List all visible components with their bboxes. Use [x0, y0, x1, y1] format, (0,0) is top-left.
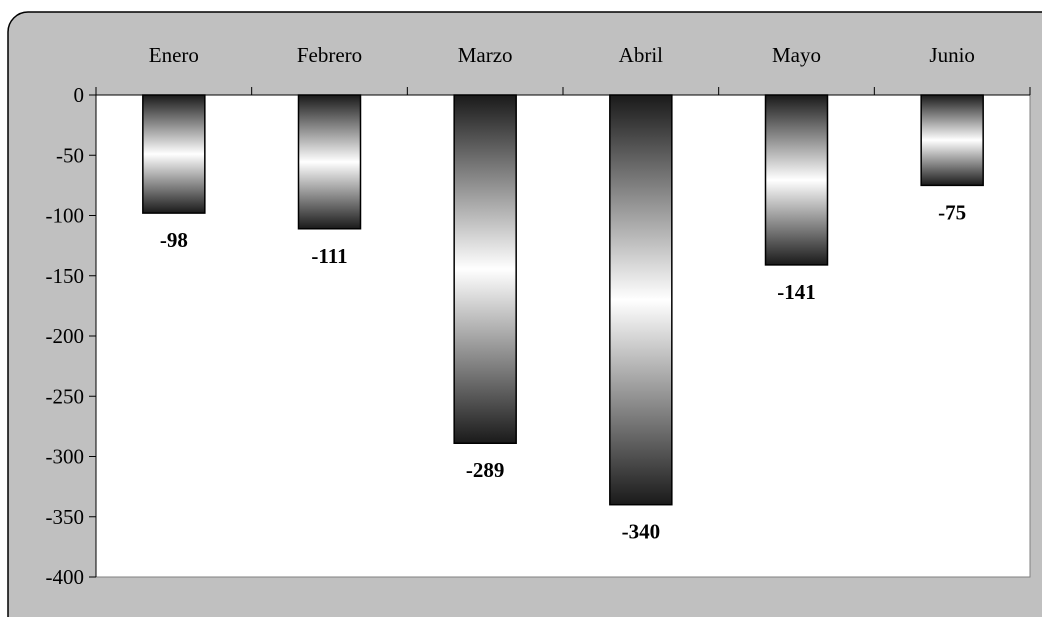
data-label-febrero: -111: [311, 244, 347, 268]
category-label-abril: Abril: [619, 43, 663, 67]
data-label-junio: -75: [938, 200, 966, 224]
category-label-junio: Junio: [929, 43, 975, 67]
plot-area: [95, 94, 1031, 578]
bar-junio: [920, 94, 984, 187]
value-tick-label: -150: [46, 264, 85, 288]
bar-febrero: [297, 94, 362, 230]
category-label-mayo: Mayo: [772, 43, 821, 67]
category-label-marzo: Marzo: [458, 43, 513, 67]
data-label-abril: -340: [622, 520, 661, 544]
bars-group: [142, 94, 984, 506]
data-label-mayo: -141: [777, 280, 816, 304]
value-tick-label: -300: [46, 445, 85, 469]
data-label-marzo: -289: [466, 458, 505, 482]
bar-abril: [609, 94, 673, 506]
value-tick-label: 0: [74, 83, 85, 107]
axes-group: [89, 87, 1031, 578]
value-tick-label: -400: [46, 565, 85, 589]
category-label-febrero: Febrero: [297, 43, 362, 67]
bar-enero: [142, 94, 206, 214]
value-tick-label: -350: [46, 505, 85, 529]
value-tick-label: -250: [46, 384, 85, 408]
data-label-enero: -98: [160, 228, 188, 252]
category-label-enero: Enero: [149, 43, 199, 67]
bar-marzo: [453, 94, 517, 444]
bar-mayo: [764, 94, 829, 266]
value-tick-label: -200: [46, 324, 85, 348]
value-tick-label: -50: [56, 143, 84, 167]
value-tick-label: -100: [46, 204, 85, 228]
labels-group: -98 Enero -111 Febrero -289 Marzo -340 Abril -14…: [46, 43, 975, 589]
